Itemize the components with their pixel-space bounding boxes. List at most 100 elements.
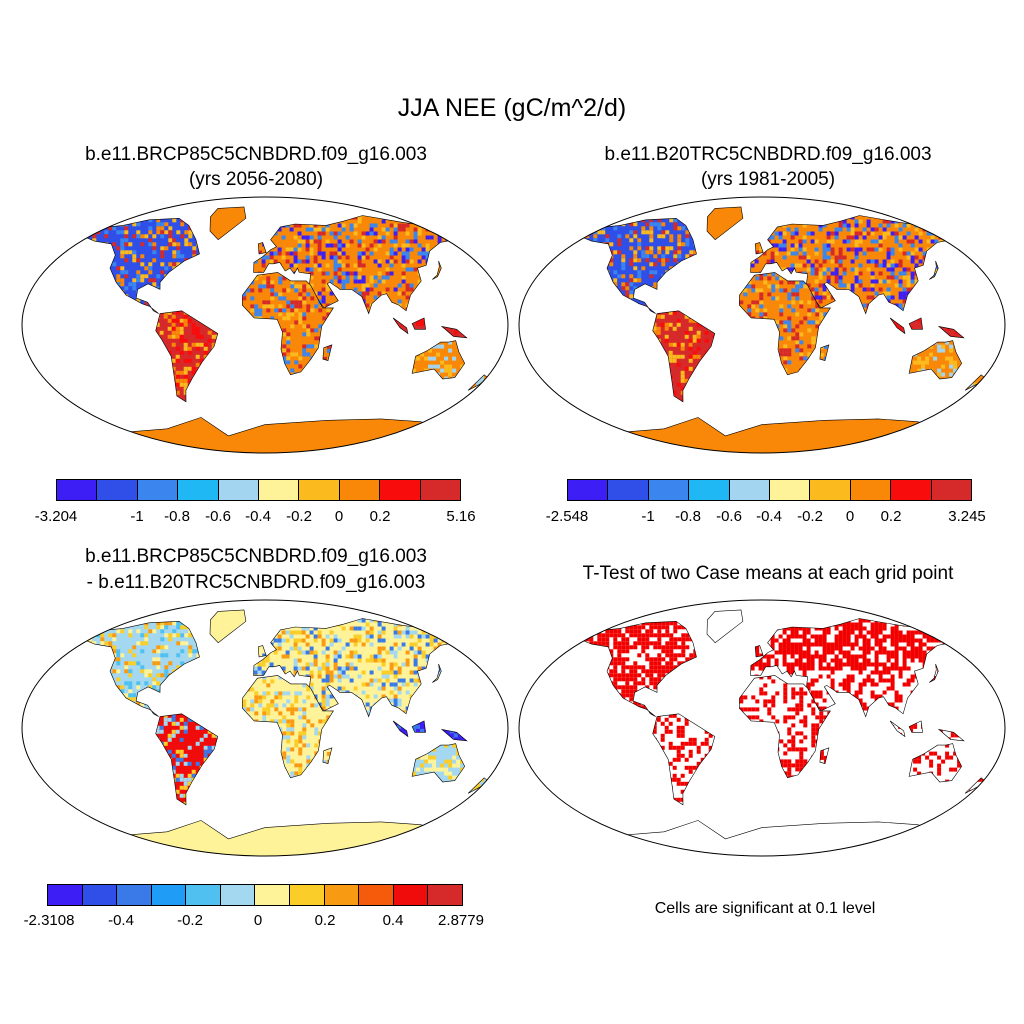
tick-label: -0.4 — [108, 912, 134, 929]
coastline-indonesia-2 — [908, 317, 923, 330]
coastline-africa — [738, 272, 831, 376]
colorbar-swatch — [290, 885, 325, 905]
coastline-europe-asia — [750, 215, 953, 315]
map-border — [21, 599, 509, 857]
tick-label: -0.6 — [205, 508, 231, 525]
colorbar-future — [56, 479, 461, 501]
colorbar-swatch — [850, 480, 892, 500]
grid-cells-australia — [412, 340, 465, 379]
colorbar-swatch — [648, 480, 690, 500]
colorbar-swatch — [810, 480, 851, 500]
colorbar-swatch — [82, 885, 118, 905]
colorbar-swatch — [428, 885, 462, 905]
colorbar-swatch — [97, 480, 138, 500]
map-border — [21, 196, 509, 454]
land-indonesia-1 — [890, 720, 905, 737]
coastline-madagascar — [819, 344, 830, 361]
land-greenland — [210, 207, 246, 240]
coastline-antarctica — [86, 417, 445, 453]
tick-label: -0.8 — [675, 508, 701, 525]
colorbar-swatch — [117, 885, 152, 905]
coastline-antarctica — [583, 820, 942, 856]
panel-future-title: b.e11.BRCP85C5CNBDRD.f09_g16.003 — [85, 144, 427, 165]
coastline-uk — [754, 242, 764, 255]
coastline-europe-asia — [253, 215, 456, 315]
colorbar-swatch — [151, 885, 187, 905]
coastline-uk — [754, 645, 764, 658]
colorbar-swatch — [299, 480, 340, 500]
coastline-indonesia-1 — [392, 317, 409, 335]
coastline-madagascar — [322, 747, 333, 764]
coastline-indonesia-1 — [889, 317, 906, 335]
coastline-indonesia-2 — [908, 720, 923, 733]
colorbar-swatch — [324, 885, 360, 905]
tick-label: -1 — [130, 508, 144, 525]
tick-label: -0.8 — [164, 508, 190, 525]
tick-label: 0 — [253, 912, 263, 929]
coastline-europe-asia — [253, 618, 456, 718]
colorbar-swatch — [931, 480, 972, 500]
land-north-america — [581, 218, 697, 314]
coastline-australia — [411, 743, 466, 783]
colorbar-swatch — [380, 480, 421, 500]
land-africa — [739, 675, 831, 778]
coastline-japan — [432, 663, 442, 683]
colorbar-swatch — [57, 480, 98, 500]
map-ttest — [518, 599, 1006, 857]
coastline-greenland — [706, 206, 744, 241]
colorbar-swatch — [178, 480, 219, 500]
panel-future-subtitle: (yrs 2056-2080) — [188, 169, 324, 190]
tick-label: 0.4 — [382, 912, 404, 929]
significance-note: Cells are significant at 0.1 level — [654, 900, 876, 917]
tick-label: -3.204 — [34, 508, 78, 525]
land-greenland — [707, 207, 743, 240]
main-title: JJA NEE (gC/m^2/d) — [397, 94, 627, 122]
panel-historical-subtitle: (yrs 1981-2005) — [700, 169, 836, 190]
coastline-africa — [738, 675, 831, 779]
tick-label: -0.6 — [716, 508, 742, 525]
map-border — [518, 196, 1006, 454]
tick-label: -2.3108 — [23, 912, 75, 929]
colorbar-swatch — [359, 885, 394, 905]
coastline-japan — [929, 260, 939, 280]
colorbar-swatch — [420, 480, 461, 500]
colorbar-swatch — [220, 885, 256, 905]
coastline-greenland — [209, 609, 247, 644]
coastline-japan — [432, 260, 442, 280]
coastline-south-america — [652, 310, 716, 403]
tick-label: -1 — [641, 508, 655, 525]
coastline-madagascar — [322, 344, 333, 361]
colorbar-swatch — [689, 480, 730, 500]
grid-cells-uk — [755, 645, 764, 657]
coastline-africa — [241, 272, 334, 376]
map-difference — [21, 599, 509, 857]
colorbar-swatch — [186, 885, 221, 905]
panel-ttest-title: T-Test of two Case means at each grid po… — [582, 563, 954, 584]
colorbar-swatch — [770, 480, 811, 500]
coastline-greenland — [209, 206, 247, 241]
coastline-antarctica — [86, 820, 445, 856]
colorbar-swatch — [608, 480, 649, 500]
tick-label: -2.548 — [545, 508, 589, 525]
colorbar-swatch — [259, 480, 300, 500]
panel-historical-title: b.e11.B20TRC5CNBDRD.f09_g16.003 — [604, 144, 932, 165]
panel-difference-subtitle: - b.e11.B20TRC5CNBDRD.f09_g16.003 — [86, 572, 426, 593]
tick-label: -0.2 — [177, 912, 203, 929]
coastline-north-america — [83, 217, 200, 314]
colorbar-swatch — [729, 480, 771, 500]
tick-label: 0 — [845, 508, 855, 525]
coastline-south-america — [652, 713, 716, 806]
coastline-new-guinea — [440, 728, 468, 742]
colorbar-swatch — [891, 480, 932, 500]
coastline-japan — [929, 663, 939, 683]
coastline-north-america — [580, 217, 697, 314]
tick-label: 0.2 — [880, 508, 902, 525]
colorbar-difference — [47, 884, 463, 906]
colorbar-swatch — [48, 885, 83, 905]
grid-cells-uk — [262, 653, 267, 657]
tick-label: 0.2 — [369, 508, 391, 525]
tick-label: -0.4 — [245, 508, 271, 525]
colorbar-historical — [567, 479, 972, 501]
coastline-indonesia-1 — [392, 720, 409, 738]
land-south-america — [652, 713, 715, 805]
